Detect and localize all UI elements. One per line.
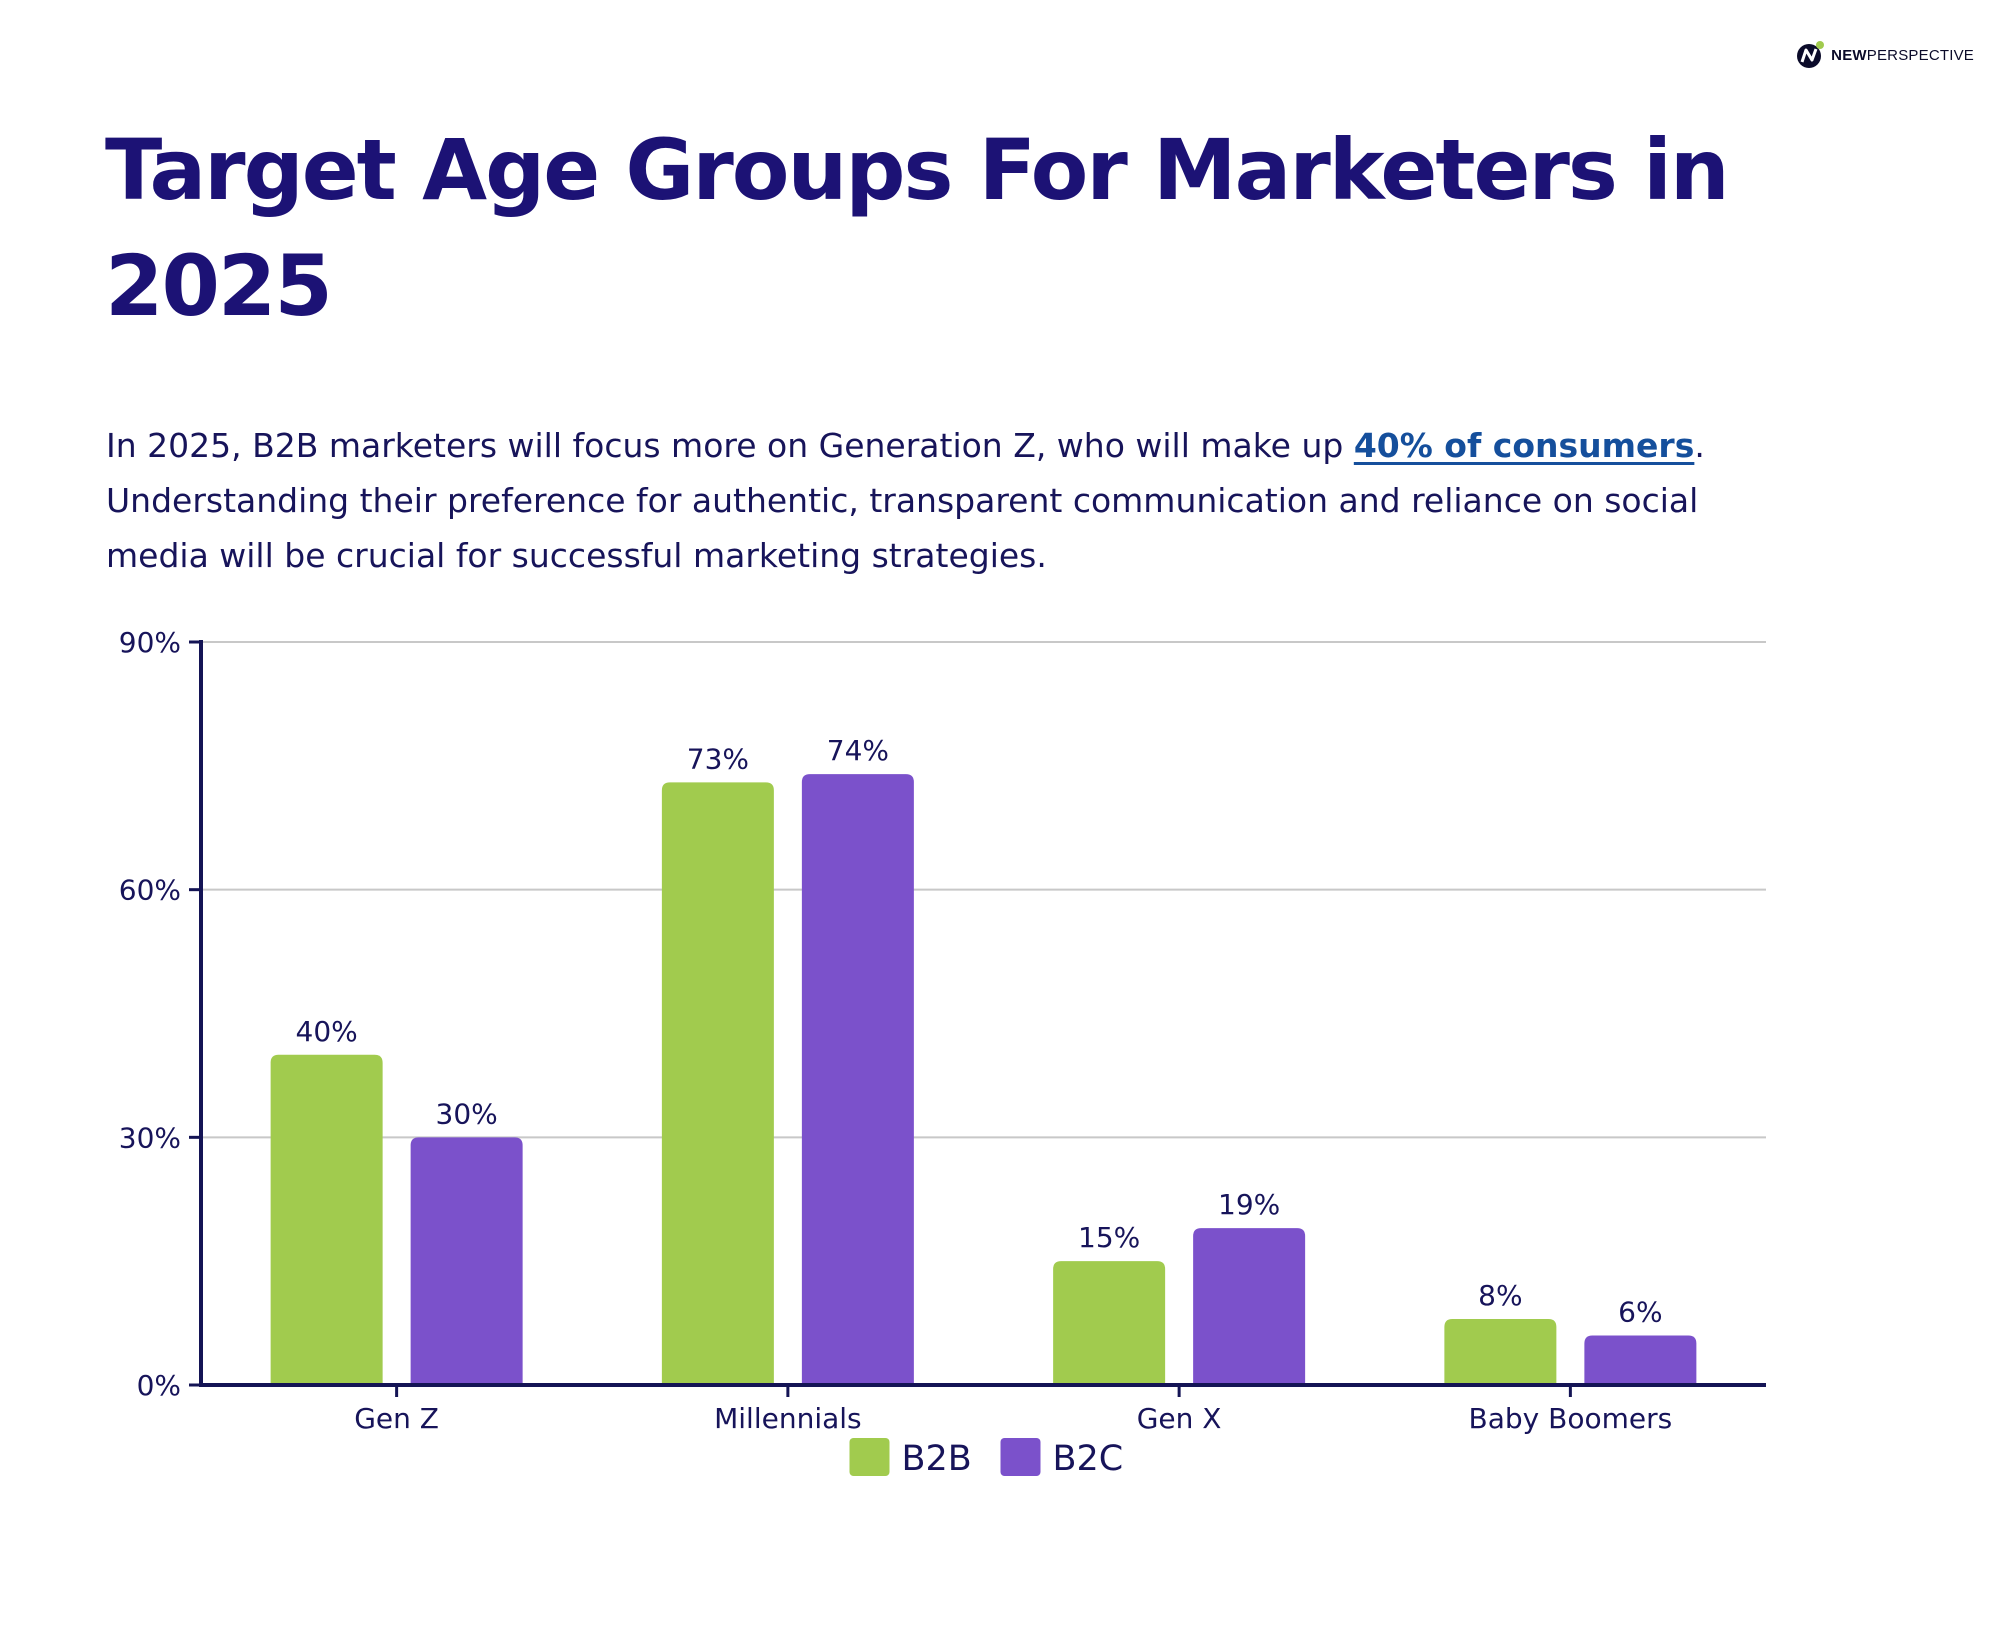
bar-value-label: 15%	[1078, 1221, 1140, 1254]
bar-value-label: 30%	[436, 1097, 498, 1130]
y-tick-label: 90%	[119, 626, 181, 659]
legend-item-b2c: B2C	[1000, 1438, 1124, 1479]
x-tick-label: Gen Z	[354, 1402, 439, 1435]
bar-b2b	[270, 1054, 383, 1385]
y-tick-label: 30%	[119, 1121, 181, 1154]
x-tick-label: Baby Boomers	[1469, 1402, 1673, 1435]
labels: 0% 30% 60% 90% 40% 30% Gen Z 73% 74% Millennials 1…	[119, 626, 1672, 1435]
grid-lines	[201, 641, 1766, 1139]
page-title: Target Age Groups For Marketers in 2025	[105, 121, 1730, 335]
intro-paragraph: In 2025, B2B marketers will focus more o…	[106, 418, 1806, 583]
bar-b2b	[1444, 1318, 1557, 1385]
bar-b2b	[1053, 1261, 1166, 1385]
brand-logo: NEW PERSPECTIVE	[1795, 40, 1974, 70]
consumers-stat-link[interactable]: 40% of consumers	[1353, 426, 1695, 465]
legend-item-b2b: B2B	[849, 1438, 972, 1479]
intro-text-after-link: . Understanding their preference for aut…	[106, 426, 1705, 575]
bar-b2c	[1584, 1335, 1697, 1385]
bar-b2c	[410, 1137, 523, 1385]
legend-swatch	[1000, 1438, 1041, 1476]
bar-value-label: 8%	[1478, 1279, 1522, 1312]
bar-value-label: 73%	[687, 742, 749, 775]
intro-text-before-link: In 2025, B2B marketers will focus more o…	[106, 426, 1354, 465]
bar-value-label: 74%	[827, 734, 889, 767]
bar-value-label: 19%	[1218, 1188, 1280, 1221]
brand-name-regular: PERSPECTIVE	[1866, 46, 1974, 64]
bar-value-label: 40%	[296, 1015, 358, 1048]
legend-label: B2B	[902, 1439, 972, 1479]
legend: B2B B2C	[849, 1438, 1124, 1479]
bar-b2b	[661, 782, 774, 1385]
new-perspective-logo-icon	[1797, 41, 1825, 68]
brand-name-bold: NEW	[1831, 46, 1867, 64]
bar-value-label: 6%	[1618, 1295, 1662, 1328]
legend-swatch	[849, 1438, 890, 1476]
x-tick-label: Gen X	[1137, 1402, 1222, 1435]
y-tick-label: 60%	[119, 874, 181, 907]
x-tick-label: Millennials	[714, 1402, 862, 1435]
legend-label: B2C	[1053, 1439, 1124, 1479]
axes	[189, 640, 1766, 1397]
bars	[270, 774, 1697, 1385]
y-tick-label: 0%	[137, 1369, 181, 1402]
bar-b2c	[801, 774, 914, 1385]
bar-b2c	[1193, 1228, 1306, 1385]
